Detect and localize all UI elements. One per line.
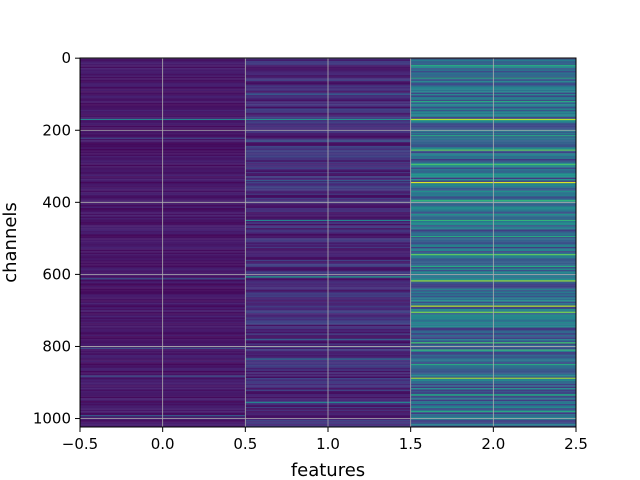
y-tick-label: 600 bbox=[42, 265, 71, 283]
x-tick-label: 1.0 bbox=[316, 435, 340, 453]
y-axis-label: channels bbox=[0, 202, 21, 283]
y-axis-ticks: 0 200 400 600 800 1000 bbox=[33, 49, 80, 428]
y-tick-label: 0 bbox=[61, 49, 71, 67]
x-tick-label: −0.5 bbox=[62, 435, 98, 453]
y-tick-label: 400 bbox=[42, 193, 71, 211]
y-tick-label: 1000 bbox=[33, 410, 71, 428]
plot-area bbox=[79, 57, 577, 428]
y-tick-label: 800 bbox=[42, 337, 71, 355]
x-tick-label: 0.5 bbox=[233, 435, 257, 453]
x-tick-label: 2.0 bbox=[481, 435, 505, 453]
x-axis-label: features bbox=[291, 460, 365, 480]
y-tick-label: 200 bbox=[42, 121, 71, 139]
x-tick-label: 0.0 bbox=[151, 435, 175, 453]
x-axis-ticks: −0.5 0.0 0.5 1.0 1.5 2.0 2.5 bbox=[62, 427, 588, 453]
x-tick-label: 2.5 bbox=[564, 435, 588, 453]
x-tick-label: 1.5 bbox=[399, 435, 423, 453]
